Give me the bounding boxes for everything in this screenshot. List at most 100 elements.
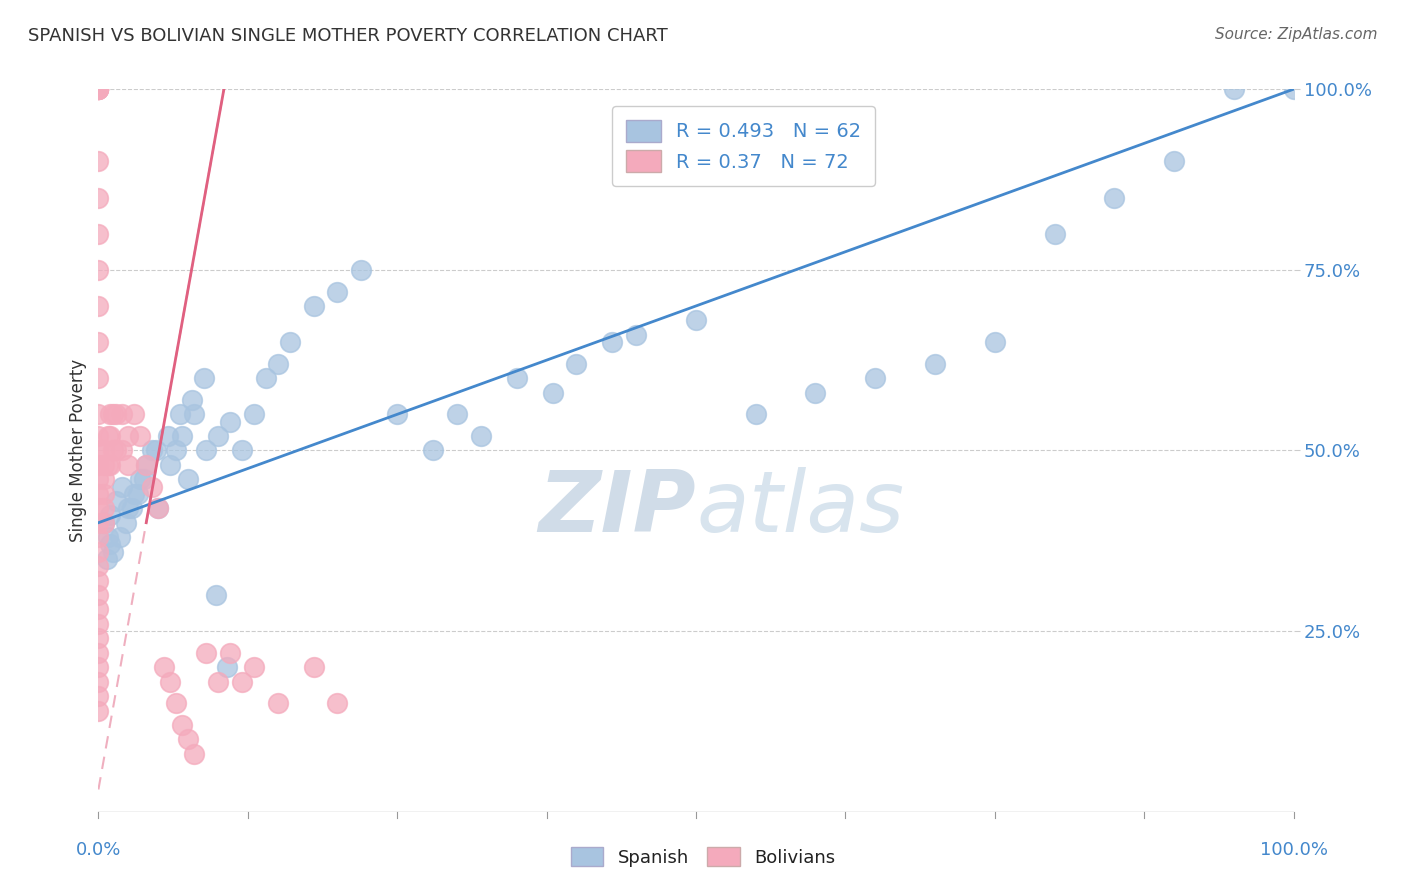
Point [87, 82, 110, 96]
Point [87, 516, 110, 530]
Point [231, 443, 253, 458]
Point [385, 407, 409, 421]
Text: 0.0%: 0.0% [76, 840, 121, 859]
Point [135, 458, 157, 472]
Point [87, 262, 110, 277]
Point [87, 82, 110, 96]
Point [141, 480, 163, 494]
Point [865, 371, 887, 385]
Legend: R = 0.493   N = 62, R = 0.37   N = 72: R = 0.493 N = 62, R = 0.37 N = 72 [613, 106, 875, 186]
Point [159, 458, 181, 472]
Text: 100.0%: 100.0% [1260, 840, 1327, 859]
Point [141, 443, 163, 458]
Point [93, 458, 115, 472]
Point [1282, 82, 1305, 96]
Point [1163, 154, 1185, 169]
Point [111, 407, 134, 421]
Point [132, 472, 155, 486]
Point [148, 501, 170, 516]
Point [87, 429, 110, 443]
Point [148, 501, 170, 516]
Point [180, 392, 202, 407]
Point [207, 429, 229, 443]
Point [302, 660, 325, 674]
Point [101, 407, 124, 421]
Point [98, 537, 122, 551]
Text: atlas: atlas [696, 467, 904, 549]
Point [506, 371, 529, 385]
Point [115, 516, 138, 530]
Point [93, 501, 115, 516]
Point [87, 299, 110, 313]
Point [87, 632, 110, 646]
Point [219, 646, 242, 660]
Point [87, 559, 110, 574]
Point [231, 674, 253, 689]
Point [87, 602, 110, 616]
Point [87, 154, 110, 169]
Point [121, 501, 143, 516]
Legend: Spanish, Bolivians: Spanish, Bolivians [564, 840, 842, 874]
Point [108, 530, 131, 544]
Point [87, 660, 110, 674]
Point [984, 334, 1007, 349]
Point [278, 334, 301, 349]
Point [87, 227, 110, 241]
Point [105, 494, 128, 508]
Point [87, 443, 110, 458]
Point [87, 334, 110, 349]
Point [193, 371, 215, 385]
Point [87, 674, 110, 689]
Point [326, 285, 349, 299]
Point [93, 516, 115, 530]
Y-axis label: Single Mother Poverty: Single Mother Poverty [69, 359, 87, 542]
Point [470, 429, 492, 443]
Point [117, 429, 139, 443]
Point [111, 480, 134, 494]
Point [267, 357, 290, 371]
Point [135, 458, 157, 472]
Point [87, 472, 110, 486]
Point [1104, 191, 1126, 205]
Point [124, 407, 146, 421]
Point [98, 407, 122, 421]
Point [153, 660, 176, 674]
Point [87, 191, 110, 205]
Point [602, 334, 624, 349]
Point [97, 530, 120, 544]
Point [87, 588, 110, 602]
Point [183, 747, 205, 761]
Point [243, 660, 266, 674]
Point [267, 696, 290, 710]
Point [87, 458, 110, 472]
Point [117, 501, 139, 516]
Text: SPANISH VS BOLIVIAN SINGLE MOTHER POVERTY CORRELATION CHART: SPANISH VS BOLIVIAN SINGLE MOTHER POVERT… [28, 27, 668, 45]
Point [156, 429, 179, 443]
Point [93, 443, 115, 458]
Point [177, 472, 200, 486]
Point [87, 704, 110, 718]
Point [195, 646, 218, 660]
Point [87, 371, 110, 385]
Point [87, 616, 110, 631]
Point [101, 544, 124, 558]
Point [422, 443, 444, 458]
Point [87, 82, 110, 96]
Point [207, 674, 229, 689]
Point [129, 472, 152, 486]
Point [87, 82, 110, 96]
Point [195, 443, 218, 458]
Point [350, 262, 373, 277]
Point [124, 487, 146, 501]
Point [745, 407, 768, 421]
Point [93, 516, 115, 530]
Point [96, 551, 118, 566]
Point [87, 82, 110, 96]
Point [924, 357, 946, 371]
Point [145, 443, 167, 458]
Text: Source: ZipAtlas.com: Source: ZipAtlas.com [1215, 27, 1378, 42]
Point [98, 458, 122, 472]
Point [127, 487, 149, 501]
Point [1223, 82, 1246, 96]
Point [219, 415, 242, 429]
